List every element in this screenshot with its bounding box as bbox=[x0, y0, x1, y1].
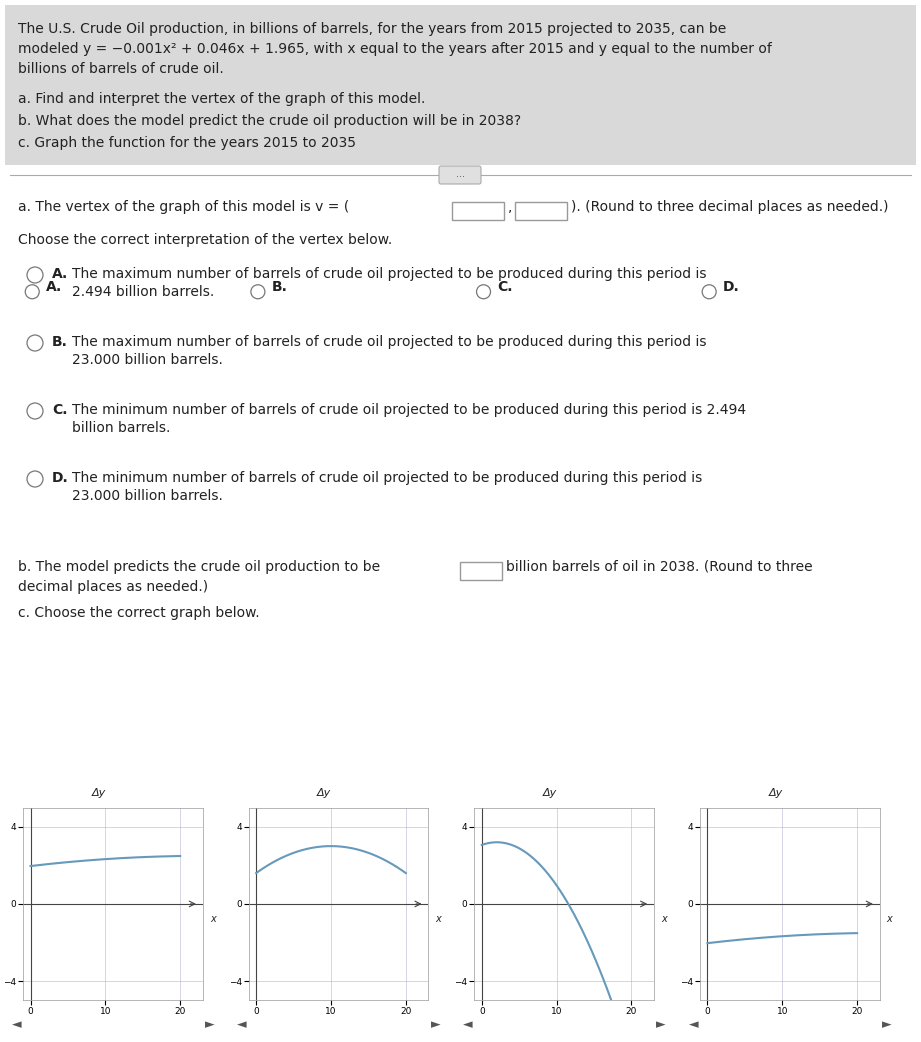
Text: D.: D. bbox=[723, 279, 740, 294]
Text: ►: ► bbox=[657, 1018, 666, 1031]
Text: x: x bbox=[210, 915, 216, 924]
Text: billions of barrels of crude oil.: billions of barrels of crude oil. bbox=[18, 63, 224, 76]
Text: ►: ► bbox=[882, 1018, 892, 1031]
Text: 23.000 billion barrels.: 23.000 billion barrels. bbox=[72, 489, 223, 503]
Text: Δy: Δy bbox=[542, 788, 557, 798]
Circle shape bbox=[251, 284, 265, 299]
Text: ,: , bbox=[508, 200, 512, 214]
Text: The U.S. Crude Oil production, in billions of barrels, for the years from 2015 p: The U.S. Crude Oil production, in billio… bbox=[18, 22, 727, 36]
Text: ◄: ◄ bbox=[463, 1018, 472, 1031]
Text: C.: C. bbox=[497, 279, 513, 294]
Text: ◄: ◄ bbox=[238, 1018, 247, 1031]
Text: ). (Round to three decimal places as needed.): ). (Round to three decimal places as nee… bbox=[571, 200, 889, 214]
Bar bbox=[5, 5, 916, 165]
Text: x: x bbox=[661, 915, 667, 924]
Bar bbox=[452, 202, 504, 220]
Text: The minimum number of barrels of crude oil projected to be produced during this : The minimum number of barrels of crude o… bbox=[72, 471, 702, 485]
Text: A.: A. bbox=[52, 267, 68, 281]
Text: a. The vertex of the graph of this model is v = (: a. The vertex of the graph of this model… bbox=[18, 200, 349, 214]
Text: ...: ... bbox=[456, 169, 464, 179]
Text: The minimum number of barrels of crude oil projected to be produced during this : The minimum number of barrels of crude o… bbox=[72, 403, 746, 417]
Text: The maximum number of barrels of crude oil projected to be produced during this : The maximum number of barrels of crude o… bbox=[72, 267, 706, 281]
Text: B.: B. bbox=[52, 334, 68, 349]
Circle shape bbox=[25, 284, 40, 299]
Text: D.: D. bbox=[52, 471, 69, 485]
Text: modeled y = −0.001x² + 0.046x + 1.965, with x equal to the years after 2015 and : modeled y = −0.001x² + 0.046x + 1.965, w… bbox=[18, 42, 772, 56]
Text: 2.494 billion barrels.: 2.494 billion barrels. bbox=[72, 286, 215, 299]
Circle shape bbox=[27, 267, 43, 283]
Text: Choose the correct interpretation of the vertex below.: Choose the correct interpretation of the… bbox=[18, 233, 392, 247]
Text: a. Find and interpret the vertex of the graph of this model.: a. Find and interpret the vertex of the … bbox=[18, 92, 426, 106]
Text: ◄: ◄ bbox=[689, 1018, 698, 1031]
Text: billion barrels.: billion barrels. bbox=[72, 421, 170, 435]
Text: c. Graph the function for the years 2015 to 2035: c. Graph the function for the years 2015… bbox=[18, 137, 356, 150]
Text: A.: A. bbox=[46, 279, 63, 294]
Text: ►: ► bbox=[431, 1018, 440, 1031]
Text: x: x bbox=[436, 915, 441, 924]
Text: b. What does the model predict the crude oil production will be in 2038?: b. What does the model predict the crude… bbox=[18, 114, 521, 128]
Text: c. Choose the correct graph below.: c. Choose the correct graph below. bbox=[18, 606, 260, 620]
Text: ►: ► bbox=[205, 1018, 215, 1031]
Text: C.: C. bbox=[52, 403, 67, 417]
Text: x: x bbox=[887, 915, 892, 924]
Circle shape bbox=[27, 471, 43, 487]
Text: 23.000 billion barrels.: 23.000 billion barrels. bbox=[72, 353, 223, 367]
Text: B.: B. bbox=[272, 279, 287, 294]
Text: billion barrels of oil in 2038. (Round to three: billion barrels of oil in 2038. (Round t… bbox=[506, 560, 812, 574]
Circle shape bbox=[476, 284, 491, 299]
Text: b. The model predicts the crude oil production to be: b. The model predicts the crude oil prod… bbox=[18, 560, 380, 574]
Text: Δy: Δy bbox=[91, 788, 106, 798]
Circle shape bbox=[702, 284, 717, 299]
Text: Δy: Δy bbox=[768, 788, 783, 798]
Circle shape bbox=[27, 334, 43, 351]
Bar bbox=[515, 202, 567, 220]
Text: Δy: Δy bbox=[317, 788, 332, 798]
Text: The maximum number of barrels of crude oil projected to be produced during this : The maximum number of barrels of crude o… bbox=[72, 334, 706, 349]
Text: ◄: ◄ bbox=[12, 1018, 21, 1031]
Circle shape bbox=[27, 403, 43, 419]
Bar bbox=[460, 562, 502, 580]
Text: decimal places as needed.): decimal places as needed.) bbox=[18, 580, 208, 594]
FancyBboxPatch shape bbox=[439, 166, 481, 184]
